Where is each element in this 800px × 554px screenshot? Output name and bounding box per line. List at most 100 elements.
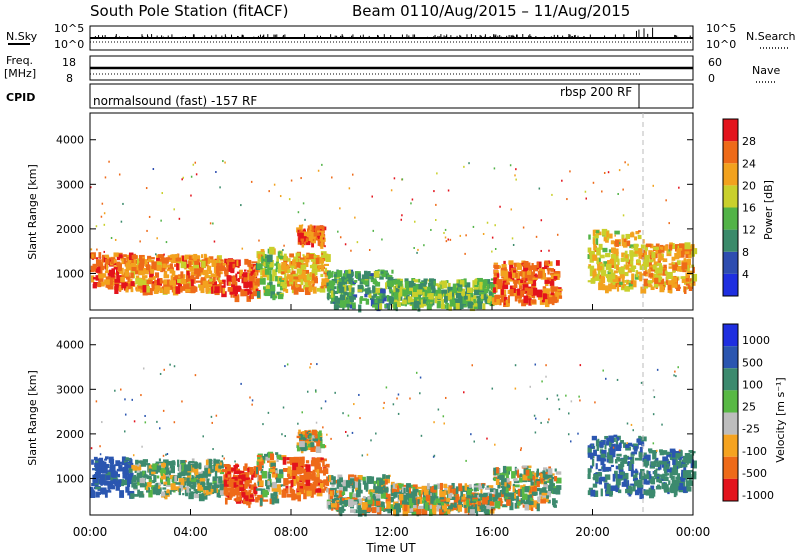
echo-cell: [309, 366, 311, 369]
echo-cell: [253, 486, 258, 495]
echo-cell: [369, 290, 372, 294]
echo-cell: [658, 268, 663, 274]
echo-cell: [235, 273, 238, 279]
echo-cell: [318, 227, 321, 234]
echo-cell: [270, 290, 276, 299]
echo-cell: [141, 445, 143, 448]
echo-cell: [315, 488, 322, 493]
echo-cell: [552, 293, 558, 299]
echo-cell: [206, 270, 209, 275]
echo-cell: [251, 470, 257, 478]
echo-cell: [263, 453, 270, 457]
echo-cell: [348, 187, 351, 190]
echo-cell: [311, 263, 316, 270]
echo-cell: [328, 474, 332, 483]
echo-cell: [101, 265, 108, 269]
echo-cell: [198, 493, 205, 502]
echo-cell: [196, 479, 200, 483]
nave-label: Nave: [752, 64, 780, 77]
echo-cell: [360, 296, 364, 299]
echo-cell: [282, 283, 288, 289]
echo-cell: [191, 475, 194, 480]
echo-cell: [195, 275, 200, 279]
echo-cell: [100, 461, 106, 467]
echo-cell: [547, 468, 553, 475]
echo-cell: [430, 282, 436, 290]
echo-cell: [188, 492, 194, 500]
echo-cell: [633, 470, 639, 474]
echo-cell: [371, 507, 377, 514]
echo-cell: [426, 483, 430, 490]
echo-cell: [205, 478, 210, 481]
echo-cell: [438, 284, 441, 290]
echo-cell: [142, 279, 149, 286]
echo-cell: [339, 294, 346, 301]
echo-cell: [687, 251, 692, 259]
echo-cell: [219, 460, 223, 467]
echo-cell: [645, 480, 650, 485]
echo-cell: [578, 395, 580, 398]
echo-cell: [90, 490, 96, 498]
echo-cell: [305, 472, 312, 480]
echo-cell: [459, 280, 465, 287]
echo-cell: [466, 294, 471, 301]
echo-cell: [245, 495, 249, 502]
echo-cell: [677, 457, 682, 460]
echo-cell: [241, 291, 248, 296]
time-axis: 00:00 04:00 08:00 12:00 16:00 20:00 00:00: [73, 304, 710, 539]
echo-cell: [527, 499, 534, 503]
echo-cell: [99, 276, 104, 283]
echo-cell: [567, 433, 570, 436]
echo-cell: [664, 245, 668, 251]
echo-cell: [604, 474, 611, 480]
echo-cell: [196, 475, 200, 479]
echo-cell: [375, 432, 377, 435]
echo-cell: [354, 474, 357, 481]
echo-cell: [302, 483, 309, 492]
echo-cell: [164, 467, 168, 475]
echo-cell: [384, 479, 388, 485]
echo-cell: [629, 286, 634, 290]
echo-cell: [287, 469, 292, 477]
echo-cell: [161, 463, 167, 467]
noise-tick-top: 10^5: [54, 22, 84, 35]
echo-cell: [311, 429, 317, 437]
echo-cell: [656, 368, 659, 371]
echo-cell: [514, 492, 517, 499]
echo-cell: [320, 264, 325, 272]
echo-cell: [648, 449, 653, 454]
echo-cell: [659, 265, 663, 272]
echo-cell: [272, 272, 275, 277]
echo-cell: [238, 496, 243, 502]
echo-cell: [380, 271, 384, 274]
echo-cell: [506, 484, 511, 488]
echo-cell: [265, 479, 268, 487]
echo-cell: [247, 281, 253, 288]
echo-cell: [127, 483, 130, 488]
echo-cell: [380, 505, 384, 511]
echo-cell: [621, 238, 627, 247]
echo-cell: [114, 272, 117, 276]
echo-cell: [511, 237, 514, 240]
echo-cell: [184, 254, 191, 260]
echo-cell: [674, 451, 681, 454]
echo-cell: [615, 459, 618, 464]
echo-cell: [624, 250, 628, 255]
echo-cell: [636, 479, 643, 488]
echo-cell: [420, 434, 423, 437]
echo-cell: [615, 239, 620, 247]
echo-cell: [93, 473, 99, 479]
echo-cell: [397, 284, 404, 289]
echo-cell: [425, 494, 431, 502]
echo-cell: [184, 468, 190, 476]
echo-cell: [673, 262, 678, 267]
echo-cell: [361, 502, 368, 510]
echo-cell: [600, 453, 606, 461]
echo-cell: [366, 453, 369, 456]
echo-cell: [193, 261, 200, 269]
echo-cell: [306, 273, 313, 281]
echo-cell: [422, 299, 428, 304]
echo-cell: [111, 275, 116, 283]
echo-cell: [612, 473, 616, 482]
echo-cell: [605, 252, 611, 258]
